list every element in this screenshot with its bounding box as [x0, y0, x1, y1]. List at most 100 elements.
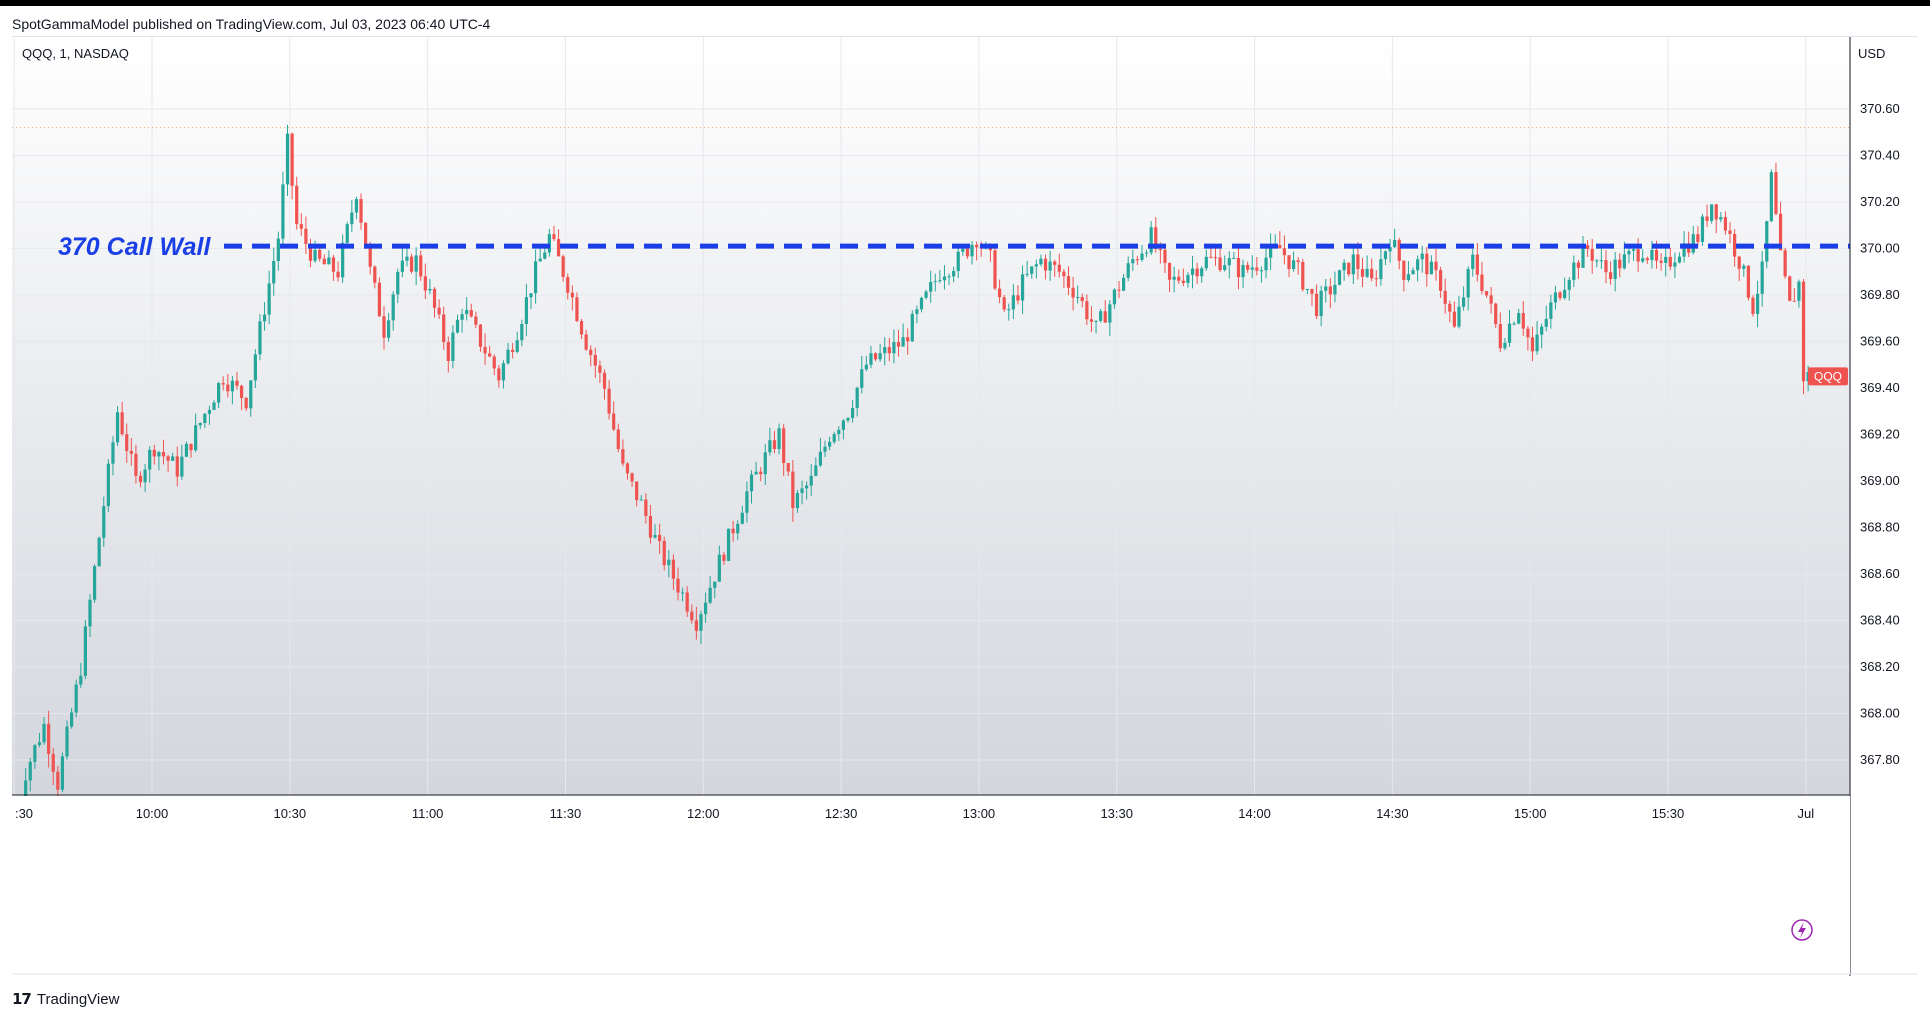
candle — [814, 457, 818, 477]
candle-body — [768, 440, 772, 453]
candle-body — [1705, 216, 1709, 221]
candle — [1613, 252, 1617, 292]
candle — [1094, 320, 1098, 334]
candle — [469, 303, 473, 318]
candle — [1746, 265, 1751, 301]
candle — [148, 446, 152, 483]
candle — [511, 342, 515, 359]
candle-body — [1296, 260, 1300, 263]
candle — [1264, 246, 1268, 279]
candle-body — [276, 238, 280, 261]
candle-body — [88, 599, 92, 627]
candle-body — [1416, 259, 1420, 271]
candle-body — [878, 353, 882, 360]
candle-body — [1278, 244, 1282, 249]
candle-body — [405, 256, 409, 261]
candle — [1241, 259, 1245, 289]
candle — [1365, 255, 1369, 279]
candle — [1007, 303, 1011, 321]
candle-body — [1291, 260, 1296, 270]
candle-body — [451, 332, 455, 361]
candle-body — [1393, 239, 1397, 248]
candle-body — [511, 349, 515, 352]
candle — [1517, 308, 1521, 325]
candle — [713, 581, 717, 599]
currency-label[interactable]: USD — [1858, 46, 1885, 61]
candle-body — [800, 488, 804, 493]
candle — [327, 250, 331, 265]
candle-body — [676, 578, 680, 593]
candle-body — [442, 314, 446, 343]
candle — [1236, 245, 1241, 290]
candle-body — [1259, 270, 1264, 272]
candle — [708, 576, 712, 605]
candle-body — [106, 463, 110, 507]
y-tick-label: 368.60 — [1860, 566, 1900, 581]
price-axis[interactable]: 367.80 368.00 368.20 368.40 368.60 368.80 369.… — [1860, 101, 1900, 767]
candle-body — [1144, 252, 1149, 254]
candle-body — [1034, 264, 1038, 267]
candle-body — [1517, 313, 1521, 324]
x-tick-label: :30 — [15, 806, 33, 821]
candle — [593, 347, 597, 379]
candle — [405, 245, 409, 267]
candle — [1282, 235, 1287, 265]
candle — [1080, 293, 1084, 308]
candle-body — [207, 409, 212, 414]
candle — [143, 464, 147, 492]
candle-body — [690, 611, 694, 621]
candle — [1737, 255, 1741, 282]
candle-body — [1498, 324, 1502, 349]
candle-body — [997, 288, 1002, 298]
candle-body — [1567, 279, 1571, 290]
candle-body — [1590, 248, 1594, 261]
candle-body — [501, 363, 506, 381]
last-price-label-text: QQQ — [1814, 369, 1842, 383]
candle — [1788, 275, 1792, 302]
x-tick-label: 12:00 — [687, 806, 720, 821]
candle — [386, 312, 391, 342]
candle-body — [1553, 292, 1558, 303]
lightning-bolt-icon[interactable] — [1791, 919, 1813, 941]
time-axis[interactable]: :30 10:00 10:30 11:00 11:30 12:00 12:30 13:00 13… — [15, 806, 1814, 821]
candle-body — [1089, 319, 1094, 322]
candle — [993, 244, 997, 291]
candle — [1218, 248, 1222, 272]
candle — [74, 679, 78, 718]
candle-body — [850, 408, 855, 419]
candle-body — [1333, 284, 1337, 295]
candle — [658, 523, 662, 554]
candle-body — [795, 492, 800, 509]
candle-body — [111, 442, 115, 464]
candle-body — [584, 334, 588, 350]
candle — [864, 355, 868, 372]
candle-body — [938, 280, 942, 282]
candle-body — [873, 353, 878, 360]
candle-body — [506, 349, 510, 364]
candle-body — [745, 491, 749, 513]
candle — [1563, 277, 1567, 300]
candle — [1291, 251, 1296, 272]
y-tick-label: 368.00 — [1860, 706, 1900, 721]
candle — [446, 336, 450, 373]
candle-body — [1471, 254, 1475, 270]
candle-body — [1287, 255, 1291, 270]
candle — [419, 250, 423, 281]
candle — [823, 440, 827, 458]
candle-body — [827, 441, 832, 447]
candle — [703, 592, 708, 623]
candle-body — [520, 323, 524, 341]
footer-brand[interactable]: 17 TradingView — [12, 990, 119, 1008]
candle — [1475, 243, 1479, 282]
symbol-legend[interactable]: QQQ, 1, NASDAQ — [22, 46, 129, 61]
candle-body — [1149, 227, 1153, 253]
candle-body — [423, 276, 427, 291]
candle — [1700, 213, 1705, 246]
candle-body — [1103, 311, 1107, 323]
candle-body — [1002, 297, 1006, 310]
candle — [166, 454, 170, 472]
candle — [667, 550, 671, 578]
candle-body — [680, 592, 685, 594]
candle-body — [1475, 254, 1479, 275]
candle — [685, 586, 689, 617]
